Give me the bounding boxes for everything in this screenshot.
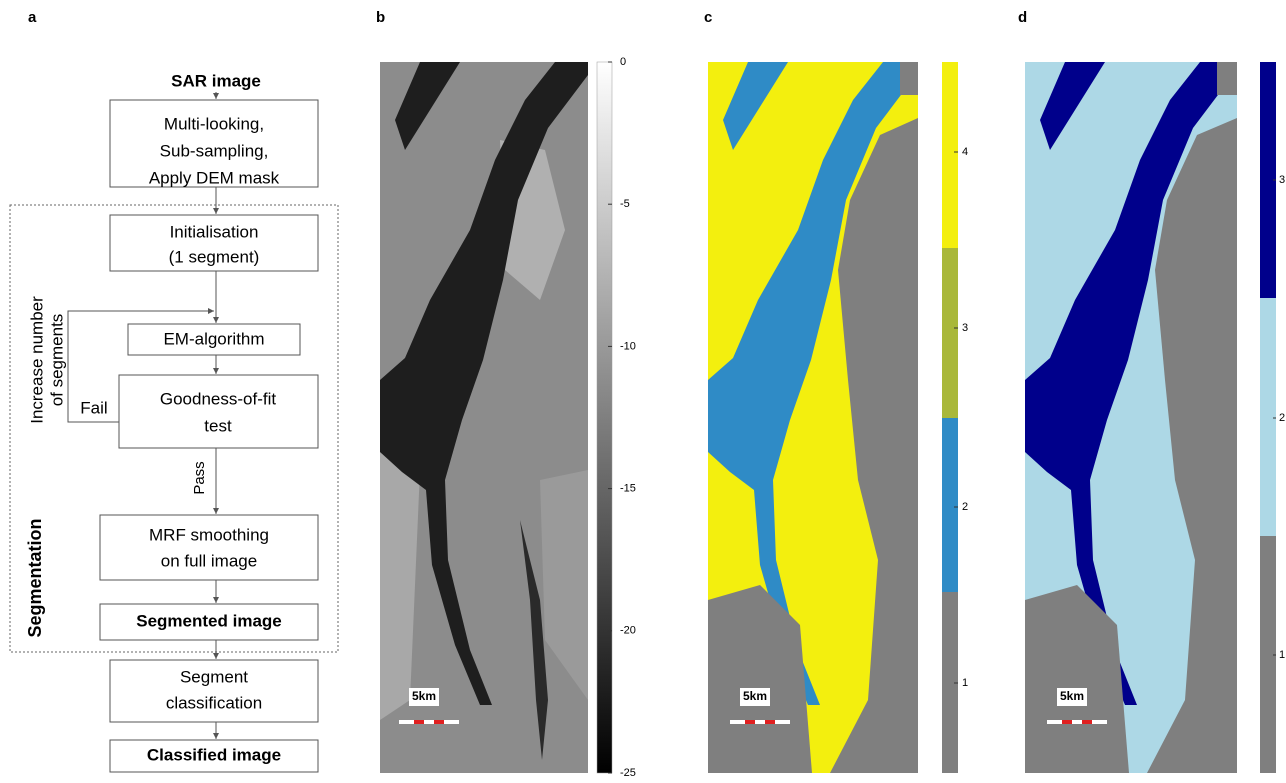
colorbar-tick-label: 3	[962, 322, 968, 334]
panel-label: a	[28, 9, 37, 26]
scale-bar	[730, 720, 790, 724]
colorbar-band	[942, 248, 958, 418]
node-text: Segmented image	[136, 611, 282, 630]
node-text: Multi-looking,	[164, 114, 264, 133]
scale-bar-segment	[434, 720, 444, 724]
node-text: Classified image	[147, 745, 281, 764]
colorbar-tick-label: -25	[620, 767, 636, 778]
colorbar-tick-label: 2	[1279, 412, 1285, 424]
flowchart: SAR image Multi-looking, Sub-sampling, A…	[9, 71, 339, 773]
panel-label: d	[1018, 9, 1027, 26]
g: 0 -5 -10 -15 -20 -25	[608, 56, 636, 779]
image-patch	[380, 450, 420, 720]
node-text: Segment	[180, 667, 248, 686]
node-box	[99, 603, 319, 641]
node-box	[99, 514, 319, 581]
node-text: (1 segment)	[169, 247, 260, 266]
node-box	[127, 323, 301, 356]
node-text: test	[204, 416, 232, 435]
scale-label: 5km	[1060, 689, 1084, 703]
colorbar-tick-label: 0	[620, 56, 626, 68]
colorbar-band	[942, 418, 958, 592]
node-box	[109, 659, 319, 723]
node-box	[118, 374, 319, 449]
g: 3 2 1	[1273, 174, 1285, 661]
fail-label: Fail	[80, 398, 107, 417]
node-text: MRF smoothing	[149, 525, 269, 544]
scale-label-box	[409, 688, 439, 706]
colorbar-tick-label: 1	[962, 677, 968, 689]
land	[1025, 585, 1129, 773]
image-patch	[540, 470, 588, 700]
colorbar-band	[1260, 536, 1276, 773]
node-text: EM-algorithm	[163, 329, 264, 348]
scale-label: 5km	[412, 689, 436, 703]
panel-label: b	[376, 9, 385, 26]
scale-label-box	[1057, 688, 1087, 706]
colorbar-band	[942, 592, 958, 773]
scale-bar	[399, 720, 459, 724]
colorbar	[596, 61, 613, 774]
scale-bar-segment	[414, 720, 424, 724]
scale-bar-segment	[745, 720, 755, 724]
node-box	[109, 214, 319, 272]
scale-bar-segment	[765, 720, 775, 724]
g: 4 3 2 1	[954, 146, 968, 689]
segmented-image	[708, 62, 958, 773]
scale-label: 5km	[743, 689, 767, 703]
colorbar-tick-label: 4	[962, 146, 968, 158]
scale-bar-segment	[1082, 720, 1092, 724]
land	[1147, 62, 1237, 773]
colorbar-tick-label: 2	[962, 501, 968, 513]
g: 5km 5km 5km	[399, 688, 1107, 724]
node-text: Sub-sampling,	[160, 141, 269, 160]
node-text: Goodness-of-fit	[160, 389, 276, 408]
colorbar-band	[1260, 298, 1276, 536]
colorbar-tick-label: 1	[1279, 649, 1285, 661]
node-text: Apply DEM mask	[149, 168, 280, 187]
sar-image	[380, 61, 613, 774]
segmentation-group	[9, 204, 339, 653]
colorbar-tick-label: -5	[620, 198, 630, 210]
land	[708, 585, 812, 773]
scale-bar	[1047, 720, 1107, 724]
classified-image	[1025, 62, 1276, 773]
node-text: classification	[166, 693, 262, 712]
channel	[520, 520, 548, 760]
colorbar-tick-label: -15	[620, 483, 636, 495]
node-box	[109, 99, 319, 188]
colorbar-tick-label: 3	[1279, 174, 1285, 186]
node-text: on full image	[161, 551, 257, 570]
loop-arrow	[67, 308, 214, 423]
panel-label: c	[704, 9, 712, 26]
node-box	[109, 739, 319, 773]
pass-label: Pass	[191, 461, 208, 494]
colorbar-band	[942, 62, 958, 248]
land	[830, 62, 918, 773]
loop-label: of segments	[47, 314, 66, 407]
colorbar-band	[1260, 62, 1276, 298]
scale-label-box	[740, 688, 770, 706]
group-label: Segmentation	[25, 518, 45, 637]
colorbar-tick-label: -10	[620, 340, 636, 352]
loop-label: Increase number	[27, 296, 46, 424]
node-text: Initialisation	[170, 222, 259, 241]
scale-bar-segment	[1062, 720, 1072, 724]
input-label: SAR image	[171, 71, 261, 90]
colorbar-tick-label: -20	[620, 625, 636, 637]
